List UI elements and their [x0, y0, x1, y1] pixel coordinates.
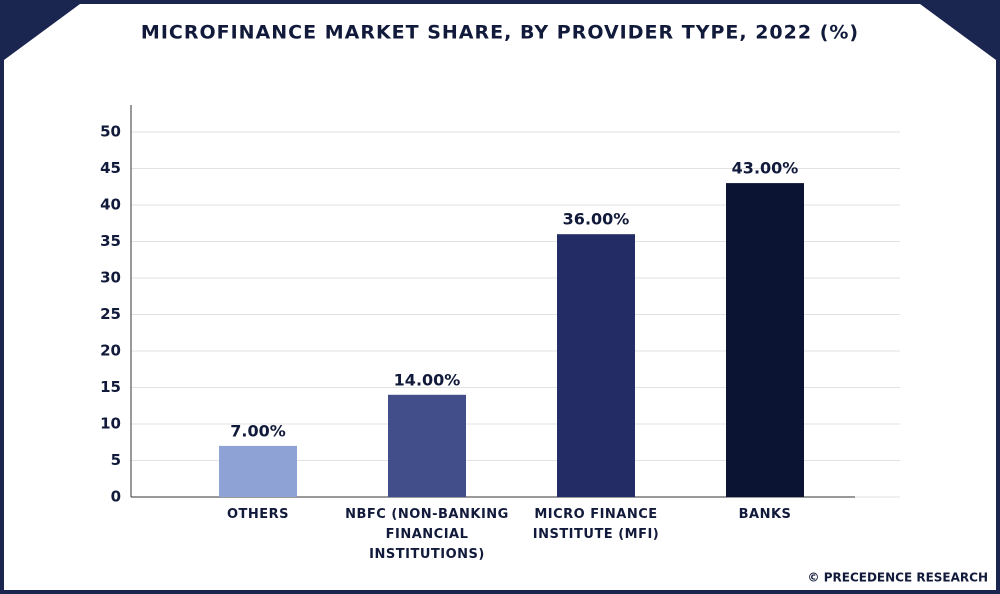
y-tick-label: 20 [100, 342, 121, 360]
bar [726, 183, 804, 497]
y-tick-label: 40 [100, 196, 121, 214]
y-tick-label: 15 [100, 378, 121, 396]
corner [920, 4, 996, 60]
data-label: 7.00% [230, 421, 286, 440]
data-label: 36.00% [563, 210, 630, 229]
x-tick-label: NBFC (NON-BANKING FINANCIAL INSTITUTIONS… [345, 507, 509, 562]
y-tick-label: 10 [100, 415, 121, 433]
header [4, 4, 996, 60]
y-tick-label: 30 [100, 269, 121, 287]
y-tick-label: 50 [100, 123, 121, 141]
data-label: 43.00% [732, 159, 799, 178]
x-tick-label: BANKS [738, 507, 792, 522]
corner [4, 4, 80, 60]
y-tick-label: 5 [111, 451, 121, 469]
bar [557, 234, 635, 497]
y-tick-label: 45 [100, 159, 121, 177]
y-tick-label: 35 [100, 232, 121, 250]
data-label: 14.00% [394, 370, 461, 389]
y-tick-label: 25 [100, 305, 121, 323]
x-tick-label: MICRO FINANCE INSTITUTE (MFI) [532, 507, 660, 542]
y-tick-label: 0 [111, 488, 121, 506]
bar [219, 445, 297, 497]
chart-title: MICROFINANCE MARKET SHARE, BY PROVIDER T… [141, 22, 859, 44]
bar [388, 394, 466, 497]
panel [4, 60, 996, 590]
x-tick-label: OTHERS [226, 507, 290, 522]
source: © PRECEDENCE RESEARCH [808, 571, 988, 585]
